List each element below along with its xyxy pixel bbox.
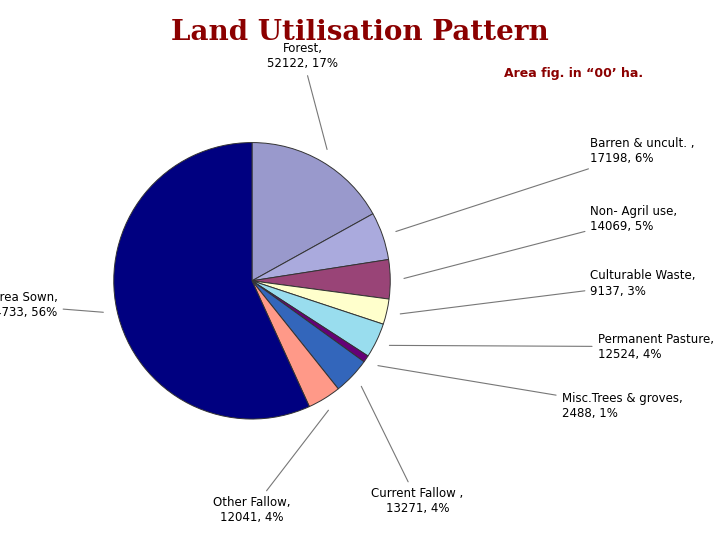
Wedge shape — [252, 214, 389, 281]
Text: Permanent Pasture,
12524, 4%: Permanent Pasture, 12524, 4% — [390, 333, 714, 361]
Text: Other Fallow,
12041, 4%: Other Fallow, 12041, 4% — [213, 410, 328, 524]
Text: Net Area Sown,
174733, 56%: Net Area Sown, 174733, 56% — [0, 291, 104, 319]
Wedge shape — [252, 281, 383, 356]
Wedge shape — [252, 281, 368, 362]
Text: Area fig. in “00’ ha.: Area fig. in “00’ ha. — [504, 68, 643, 80]
Wedge shape — [252, 143, 373, 281]
Text: Current Fallow ,
13271, 4%: Current Fallow , 13271, 4% — [361, 386, 464, 515]
Text: Forest,
52122, 17%: Forest, 52122, 17% — [267, 42, 338, 150]
Wedge shape — [114, 143, 310, 419]
Text: Culturable Waste,
9137, 3%: Culturable Waste, 9137, 3% — [400, 269, 696, 314]
Text: Land Utilisation Pattern: Land Utilisation Pattern — [171, 19, 549, 46]
Wedge shape — [252, 281, 338, 407]
Wedge shape — [252, 281, 364, 389]
Text: Non- Agril use,
14069, 5%: Non- Agril use, 14069, 5% — [404, 205, 678, 279]
Text: Barren & uncult. ,
17198, 6%: Barren & uncult. , 17198, 6% — [396, 137, 695, 232]
Wedge shape — [252, 260, 390, 299]
Text: Misc.Trees & groves,
2488, 1%: Misc.Trees & groves, 2488, 1% — [378, 366, 683, 420]
Wedge shape — [252, 281, 389, 324]
